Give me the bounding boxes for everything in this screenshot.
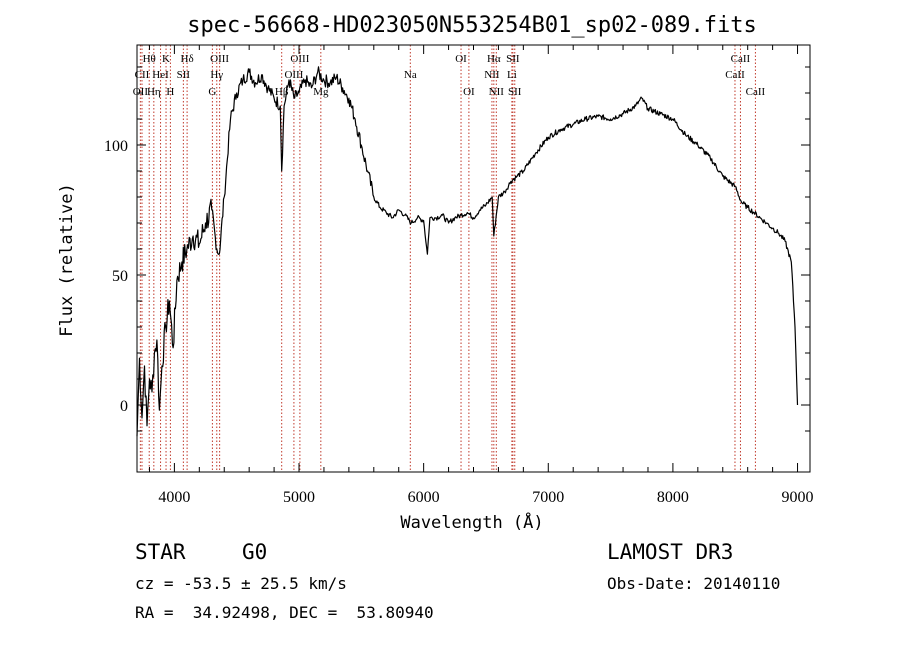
observation-date: Obs-Date: 20140110 — [607, 574, 781, 593]
reference-line-label-21: NII — [489, 86, 505, 98]
reference-line-label-16: Na — [404, 69, 417, 81]
reference-line-label-1: CII — [135, 69, 150, 81]
x-tick-label: 8000 — [657, 489, 689, 506]
reference-line-label-23: Li — [507, 69, 517, 81]
reference-line-label-6: H — [166, 86, 174, 98]
y-axis-ticks: 0 50 100 — [104, 66, 810, 432]
reference-line-label-5: K — [162, 53, 170, 65]
reference-line-label-8: SII — [177, 69, 191, 81]
y-tick-label: 100 — [104, 138, 128, 155]
reference-line-label-26: CaII — [731, 53, 751, 65]
reference-line-label-22: SII — [506, 53, 520, 65]
reference-line-label-18: OI — [463, 86, 475, 98]
survey-name: LAMOST DR3 — [607, 540, 734, 564]
reference-line-label-0: Hθ — [143, 53, 156, 65]
x-tick-label: 5000 — [283, 489, 315, 506]
y-axis-label: Flux (relative) — [57, 183, 77, 337]
reference-line-label-9: OIII — [210, 53, 229, 65]
x-tick-label: 9000 — [782, 489, 814, 506]
object-class: STAR — [135, 540, 186, 564]
spectral-subclass: G0 — [242, 540, 268, 564]
reference-line-label-27: CaII — [746, 86, 766, 98]
reference-line-label-15: Mg — [313, 86, 329, 98]
reference-line-label-4: HeI — [152, 69, 169, 81]
plot-frame — [136, 44, 811, 473]
reference-line-label-24: SII — [508, 86, 522, 98]
x-axis-ticks: 4000 5000 6000 7000 8000 9000 — [148, 45, 814, 506]
redshift-info: cz = -53.5 ± 25.5 km/s — [135, 574, 347, 593]
reference-line-label-25: CaII — [725, 69, 745, 81]
reference-line-label-13: OIII — [284, 69, 303, 81]
reference-line-label-10: Hγ — [210, 69, 223, 81]
reference-line-label-3: Hη — [147, 86, 161, 98]
x-axis-label: Wavelength (Å) — [400, 511, 543, 533]
y-tick-label: 0 — [120, 398, 128, 415]
x-tick-label: 4000 — [158, 489, 190, 506]
coordinates-info: RA = 34.92498, DEC = 53.80940 — [135, 603, 434, 622]
reference-line-label-20: Hα — [487, 53, 501, 65]
x-tick-label: 6000 — [408, 489, 440, 506]
reference-line-label-19: NII — [484, 69, 500, 81]
reference-line-label-17: OI — [455, 53, 467, 65]
reference-line-label-12: Hβ — [275, 86, 289, 98]
y-tick-label: 50 — [112, 268, 128, 285]
spectrum-line — [136, 66, 799, 437]
reference-line-label-11: G — [208, 86, 216, 98]
chart-title: spec-56668-HD023050N553254B01_sp02-089.f… — [187, 13, 757, 38]
reference-line-label-14: OIII — [290, 53, 309, 65]
x-tick-label: 7000 — [532, 489, 564, 506]
reference-line-label-7: Hδ — [181, 53, 194, 65]
reference-lines — [139, 45, 756, 472]
